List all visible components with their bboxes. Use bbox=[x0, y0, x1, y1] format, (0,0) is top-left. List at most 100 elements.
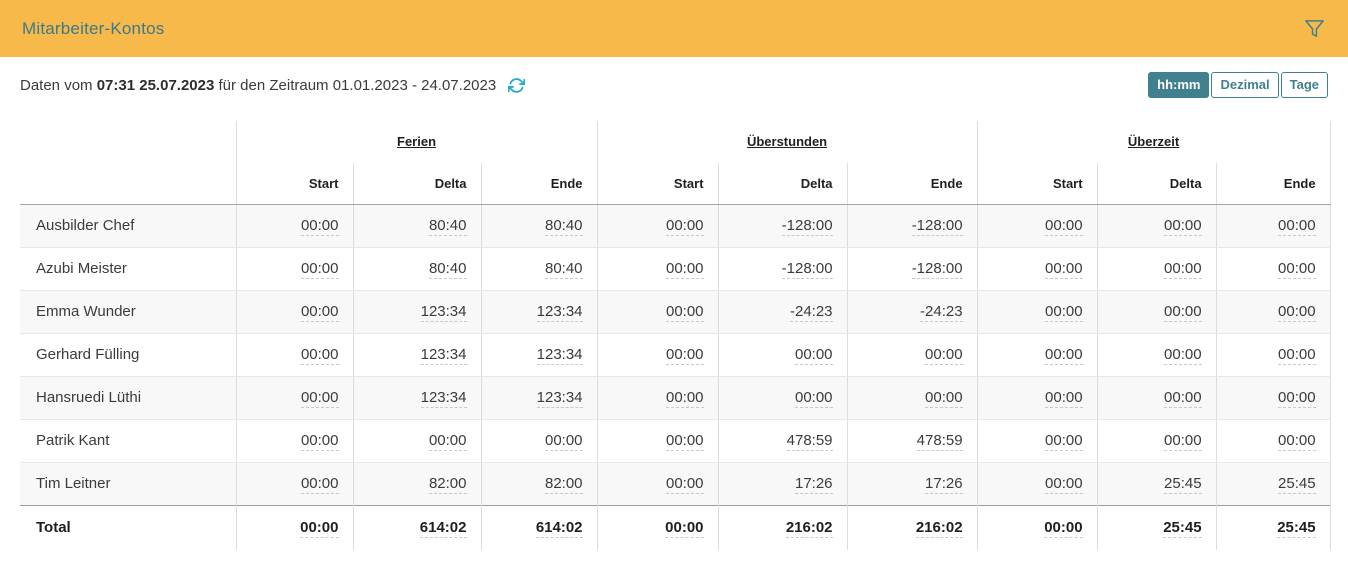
accounts-table: Ferien Überstunden Überzeit Start Delta … bbox=[20, 121, 1331, 550]
value-cell[interactable]: 00:00 bbox=[352, 419, 481, 463]
value-cell[interactable]: 00:00 bbox=[1096, 376, 1217, 420]
value-cell[interactable]: 00:00 bbox=[235, 333, 353, 377]
value-cell[interactable]: -128:00 bbox=[717, 247, 848, 291]
value-cell[interactable]: 00:00 bbox=[596, 290, 719, 334]
employee-name: Hansruedi Lüthi bbox=[20, 376, 236, 420]
value-cell[interactable]: 00:00 bbox=[1215, 247, 1331, 291]
col-header-start: Start bbox=[596, 163, 719, 205]
value-cell[interactable]: 00:00 bbox=[596, 462, 719, 505]
value-cell[interactable]: 123:34 bbox=[480, 333, 598, 377]
value-cell[interactable]: 00:00 bbox=[235, 204, 353, 248]
value-cell[interactable]: 00:00 bbox=[1215, 204, 1331, 248]
value-cell[interactable]: 80:40 bbox=[480, 247, 598, 291]
value-cell[interactable]: -128:00 bbox=[846, 204, 978, 248]
value-cell[interactable]: 00:00 bbox=[717, 333, 848, 377]
employee-name: Azubi Meister bbox=[20, 247, 236, 291]
value-cell[interactable]: 00:00 bbox=[976, 204, 1098, 248]
employee-name: Patrik Kant bbox=[20, 419, 236, 463]
refresh-button[interactable] bbox=[508, 77, 526, 94]
value-cell[interactable]: 80:40 bbox=[352, 247, 481, 291]
value-cell[interactable]: 00:00 bbox=[596, 419, 719, 463]
value-cell[interactable]: 00:00 bbox=[846, 333, 978, 377]
toggle-option-dezimal[interactable]: Dezimal bbox=[1211, 72, 1279, 98]
value-cell[interactable]: 00:00 bbox=[1096, 204, 1217, 248]
value-cell[interactable]: 123:34 bbox=[352, 376, 481, 420]
column-header-row: Start Delta Ende Start Delta Ende Start … bbox=[20, 163, 1331, 205]
data-period-text: Daten vom 07:31 25.07.2023 für den Zeitr… bbox=[20, 77, 496, 94]
value-cell[interactable]: 123:34 bbox=[480, 290, 598, 334]
table-row: Tim Leitner 00:00 82:00 82:00 00:00 17:26 17:2… bbox=[20, 462, 1331, 505]
value-cell[interactable]: 82:00 bbox=[352, 462, 481, 505]
value-cell[interactable]: 00:00 bbox=[1096, 247, 1217, 291]
name-column-spacer bbox=[20, 121, 236, 163]
value-cell[interactable]: 123:34 bbox=[352, 333, 481, 377]
value-cell[interactable]: 123:34 bbox=[352, 290, 481, 334]
value-cell[interactable]: -24:23 bbox=[717, 290, 848, 334]
value-cell[interactable]: 25:45 bbox=[1096, 462, 1217, 505]
value-cell[interactable]: 17:26 bbox=[846, 462, 978, 505]
value-cell[interactable]: 00:00 bbox=[976, 247, 1098, 291]
value-cell[interactable]: 00:00 bbox=[1096, 419, 1217, 463]
group-label-ueberzeit[interactable]: Überzeit bbox=[1127, 134, 1180, 149]
value-cell[interactable]: 00:00 bbox=[235, 376, 353, 420]
value-cell[interactable]: 00:00 bbox=[976, 376, 1098, 420]
total-row: Total 00:00 614:02 614:02 00:00 216:02 216:02 0… bbox=[20, 504, 1331, 550]
value-cell[interactable]: 00:00 bbox=[1215, 376, 1331, 420]
value-cell[interactable]: 00:00 bbox=[235, 290, 353, 334]
value-cell[interactable]: 00:00 bbox=[235, 247, 353, 291]
value-cell[interactable]: 00:00 bbox=[976, 419, 1098, 463]
value-cell[interactable]: 80:40 bbox=[480, 204, 598, 248]
toggle-option-tage[interactable]: Tage bbox=[1280, 72, 1328, 98]
value-cell[interactable]: 00:00 bbox=[1215, 419, 1331, 463]
value-cell[interactable]: 00:00 bbox=[976, 290, 1098, 334]
value-cell[interactable]: 00:00 bbox=[1215, 290, 1331, 334]
value-cell[interactable]: 614:02 bbox=[352, 504, 481, 550]
toggle-option-hhmm[interactable]: hh:mm bbox=[1148, 72, 1210, 98]
table-row: Ausbilder Chef 00:00 80:40 80:40 00:00 -128:0… bbox=[20, 204, 1331, 248]
value-cell[interactable]: 00:00 bbox=[596, 504, 719, 550]
value-cell[interactable]: 123:34 bbox=[480, 376, 598, 420]
value-cell[interactable]: 00:00 bbox=[976, 462, 1098, 505]
value-cell[interactable]: 25:45 bbox=[1096, 504, 1217, 550]
value-cell[interactable]: -24:23 bbox=[846, 290, 978, 334]
value-cell[interactable]: 00:00 bbox=[596, 204, 719, 248]
value-cell[interactable]: 80:40 bbox=[352, 204, 481, 248]
value-cell[interactable]: 25:45 bbox=[1215, 462, 1331, 505]
value-cell[interactable]: -128:00 bbox=[846, 247, 978, 291]
value-cell[interactable]: 00:00 bbox=[596, 376, 719, 420]
filter-button[interactable] bbox=[1303, 17, 1326, 40]
value-cell[interactable]: 216:02 bbox=[846, 504, 978, 550]
table-row: Emma Wunder 00:00 123:34 123:34 00:00 -24:23-… bbox=[20, 290, 1331, 334]
value-cell[interactable]: 00:00 bbox=[846, 376, 978, 420]
value-cell[interactable]: 00:00 bbox=[1096, 290, 1217, 334]
page-title: Mitarbeiter-Kontos bbox=[22, 18, 165, 38]
value-cell[interactable]: 00:00 bbox=[480, 419, 598, 463]
refresh-icon bbox=[508, 77, 526, 94]
value-cell[interactable]: 00:00 bbox=[717, 376, 848, 420]
value-cell[interactable]: 17:26 bbox=[717, 462, 848, 505]
col-header-start: Start bbox=[235, 163, 353, 205]
value-cell[interactable]: -128:00 bbox=[717, 204, 848, 248]
value-cell[interactable]: 00:00 bbox=[235, 504, 353, 550]
value-cell[interactable]: 614:02 bbox=[480, 504, 598, 550]
group-label-ueberstunden[interactable]: Überstunden bbox=[746, 134, 828, 149]
value-cell[interactable]: 00:00 bbox=[235, 462, 353, 505]
value-cell[interactable]: 00:00 bbox=[235, 419, 353, 463]
value-cell[interactable]: 478:59 bbox=[846, 419, 978, 463]
group-label-ferien[interactable]: Ferien bbox=[397, 134, 437, 149]
col-header-start: Start bbox=[976, 163, 1098, 205]
value-cell[interactable]: 478:59 bbox=[717, 419, 848, 463]
value-cell[interactable]: 00:00 bbox=[976, 504, 1098, 550]
value-cell[interactable]: 00:00 bbox=[596, 333, 719, 377]
value-cell[interactable]: 00:00 bbox=[976, 333, 1098, 377]
value-cell[interactable]: 00:00 bbox=[596, 247, 719, 291]
name-column-header bbox=[20, 163, 236, 205]
info-bar: Daten vom 07:31 25.07.2023 für den Zeitr… bbox=[0, 72, 1348, 98]
value-cell[interactable]: 216:02 bbox=[717, 504, 848, 550]
employee-name: Ausbilder Chef bbox=[20, 204, 236, 248]
value-cell[interactable]: 00:00 bbox=[1215, 333, 1331, 377]
value-cell[interactable]: 25:45 bbox=[1215, 504, 1331, 550]
value-cell[interactable]: 82:00 bbox=[480, 462, 598, 505]
total-label: Total bbox=[20, 504, 236, 550]
value-cell[interactable]: 00:00 bbox=[1096, 333, 1217, 377]
